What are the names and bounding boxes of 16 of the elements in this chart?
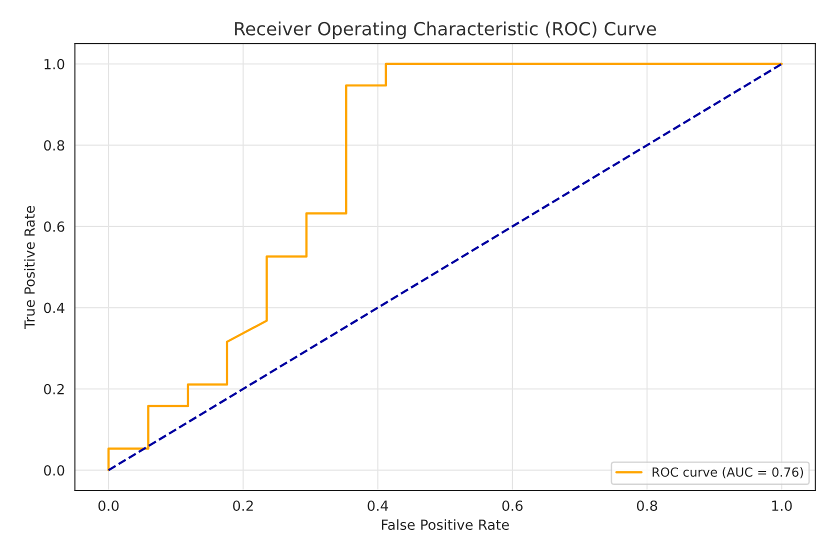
y-tick-label: 0.8 (44, 140, 64, 151)
y-tick-label: 0.6 (44, 221, 64, 232)
x-tick-label: 0.6 (502, 500, 523, 511)
x-tick-label: 1.0 (772, 500, 792, 511)
x-axis-title: False Positive Rate (382, 519, 509, 530)
y-tick-label: 0.2 (44, 384, 64, 394)
y-axis-title: True Positive Rate (24, 206, 35, 329)
x-tick-label: 0.8 (636, 500, 658, 511)
x-tick-label: 0.4 (368, 500, 388, 511)
y-tick-label: 1.0 (44, 58, 64, 70)
y-tick-label: 0.4 (44, 302, 64, 314)
legend-label: ROC curve (AUC = 0.76) (652, 467, 804, 478)
x-tick-label: 0.0 (98, 500, 119, 511)
chart-title: Receiver Operating Characteristic (ROC) Curve (235, 22, 656, 40)
y-tick-label: 0.0 (44, 465, 64, 476)
x-tick-label: 0.2 (233, 500, 253, 511)
